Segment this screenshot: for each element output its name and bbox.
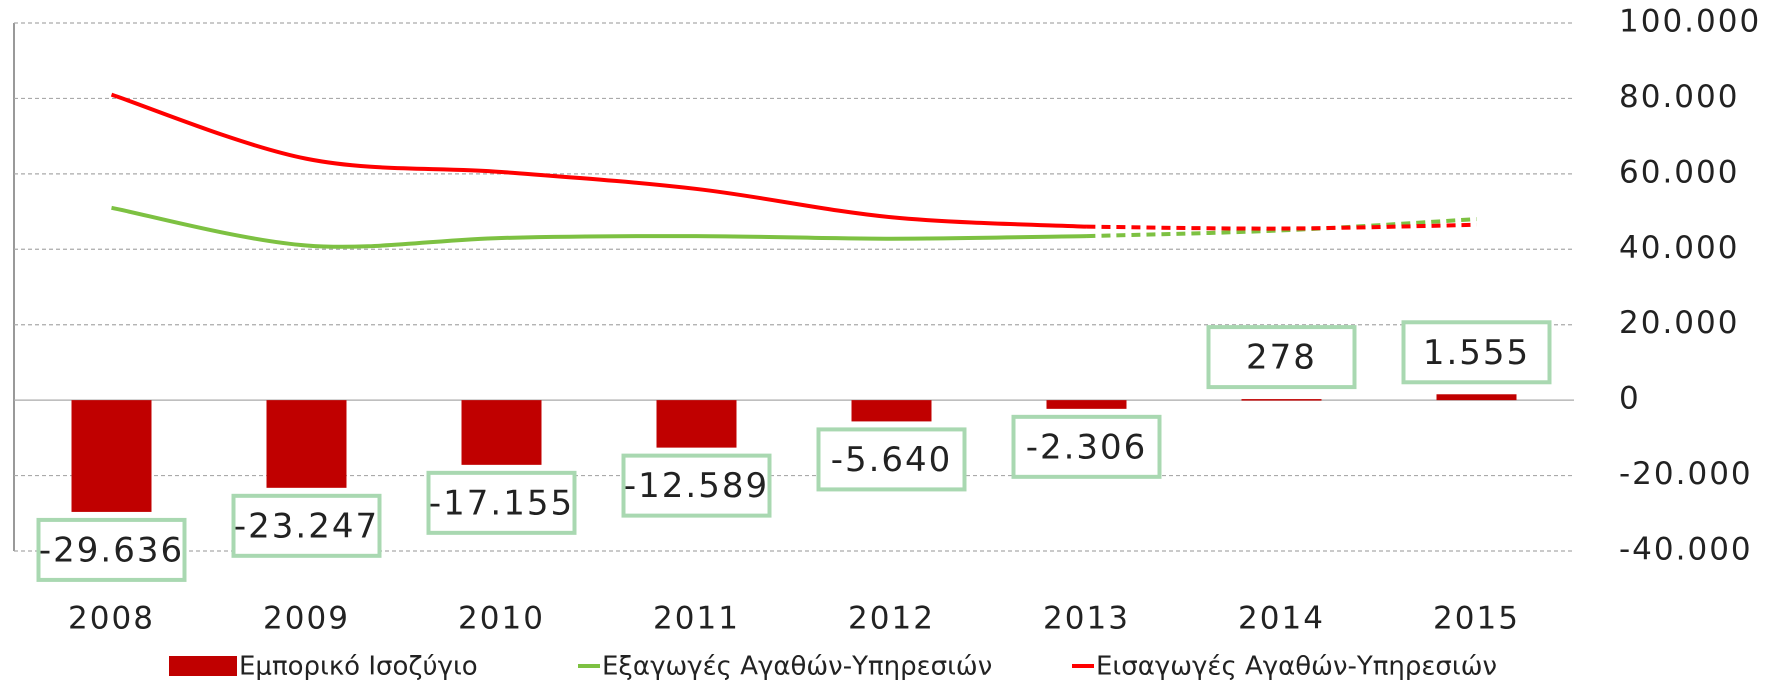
value-label-box — [1206, 325, 1357, 390]
y-tick-label: 0 — [1619, 381, 1641, 417]
line-dashed — [1086, 222, 1477, 231]
x-tick-label: 2010 — [458, 601, 545, 637]
x-tick-label: 2011 — [653, 601, 740, 637]
value-label: -5.640 — [831, 440, 953, 480]
y-tick-label: -20.000 — [1619, 456, 1753, 492]
x-tick-label: 2012 — [848, 601, 935, 637]
value-label-box — [426, 470, 577, 535]
legend-swatch — [169, 656, 237, 676]
value-label: -23.247 — [234, 506, 379, 546]
line — [111, 205, 1087, 249]
value-label-box — [36, 517, 187, 582]
x-tick-label: 2013 — [1043, 601, 1130, 637]
line — [110, 92, 1087, 229]
legend-label: Εισαγωγές Αγαθών-Υπηρεσιών — [1096, 652, 1497, 682]
bar — [851, 400, 932, 422]
bar — [71, 400, 152, 512]
value-label-box — [1401, 320, 1552, 385]
y-tick-label: 40.000 — [1619, 230, 1739, 266]
value-label-box — [1011, 414, 1162, 479]
x-tick-label: 2009 — [263, 601, 350, 637]
value-label: -29.636 — [39, 530, 184, 570]
y-tick-label: 100.000 — [1619, 4, 1761, 40]
y-tick-label: -40.000 — [1619, 532, 1753, 568]
x-tick-label: 2015 — [1433, 601, 1520, 637]
value-label: -17.155 — [429, 483, 574, 523]
value-label: 1.555 — [1423, 333, 1530, 373]
bar — [1241, 399, 1322, 401]
value-label-box — [621, 453, 772, 518]
value-label-box — [816, 427, 967, 492]
y-tick-label: 20.000 — [1619, 305, 1739, 341]
y-tick-label: 80.000 — [1619, 79, 1739, 115]
x-tick-label: 2014 — [1238, 601, 1325, 637]
legend-label: Εξαγωγές Αγαθών-Υπηρεσιών — [602, 652, 992, 682]
bar — [461, 400, 542, 465]
value-label: 278 — [1246, 338, 1317, 378]
bar — [1436, 394, 1517, 401]
value-label-box — [231, 493, 382, 558]
value-label: -2.306 — [1026, 427, 1148, 467]
y-tick-label: 60.000 — [1619, 154, 1739, 190]
value-label: -12.589 — [624, 466, 769, 506]
bar — [656, 400, 737, 448]
x-tick-label: 2008 — [68, 601, 155, 637]
legend-label: Εμπορικό Ισοζύγιο — [239, 652, 478, 682]
bar — [1046, 400, 1127, 409]
bar — [266, 400, 347, 488]
